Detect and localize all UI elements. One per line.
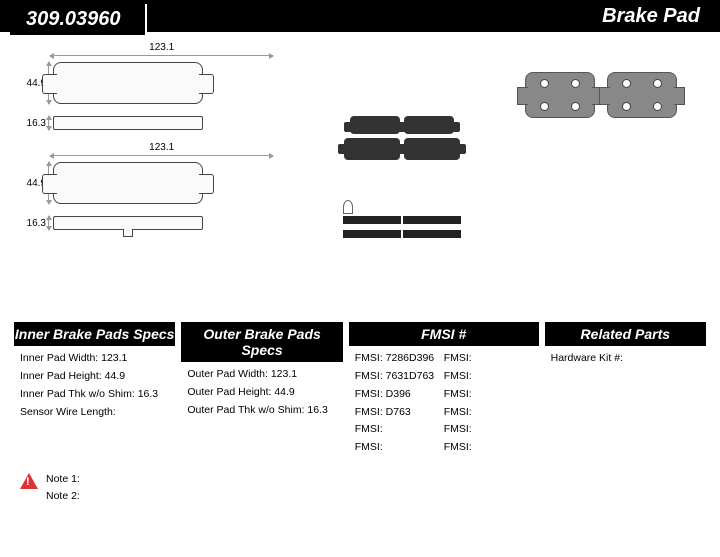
inner-pad-side-drawing	[53, 116, 203, 130]
outer-specs-block: Outer Brake Pads Specs Outer Pad Width: …	[181, 322, 342, 461]
fmsi-line: FMSI:	[444, 404, 533, 422]
outer-specs-header: Outer Brake Pads Specs	[181, 322, 342, 362]
fmsi-header: FMSI #	[349, 322, 539, 346]
inner-pad-face-drawing	[53, 62, 203, 104]
outer-pad-face-drawing	[53, 162, 203, 204]
spec-line: Hardware Kit #:	[551, 350, 700, 368]
fmsi-line: FMSI: 7631D763	[355, 368, 444, 386]
fmsi-line: FMSI:	[444, 421, 533, 439]
spec-line: Outer Pad Thk w/o Shim: 16.3	[187, 402, 336, 420]
spec-line: Outer Pad Width: 123.1	[187, 366, 336, 384]
fmsi-line: FMSI: 7286D396	[355, 350, 444, 368]
fmsi-line: FMSI:	[444, 368, 533, 386]
related-parts-header: Related Parts	[545, 322, 706, 346]
fmsi-line: FMSI:	[444, 350, 533, 368]
part-number: 309.03960	[10, 4, 147, 37]
fmsi-line: FMSI:	[444, 439, 533, 457]
spec-line: Sensor Wire Length:	[20, 404, 169, 422]
backing-plate-right	[607, 72, 677, 118]
specs-row: Inner Brake Pads Specs Inner Pad Width: …	[0, 322, 720, 461]
fmsi-line: FMSI:	[355, 421, 444, 439]
notes-section: Note 1: Note 2:	[0, 461, 720, 515]
spec-line: Inner Pad Width: 123.1	[20, 350, 169, 368]
warning-icon	[20, 473, 38, 489]
backing-plate-left	[525, 72, 595, 118]
diagram-area: 123.1 44.9 16.3 123.1 44.9	[0, 32, 720, 322]
dimension-drawings: 123.1 44.9 16.3 123.1 44.9	[20, 42, 303, 312]
fmsi-line: FMSI:	[355, 439, 444, 457]
inner-width-dim: 123.1	[20, 42, 303, 55]
note-2: Note 2:	[46, 488, 80, 505]
page-title: Brake Pad	[602, 5, 700, 28]
backing-plate-col	[502, 42, 700, 312]
spec-line: Outer Pad Height: 44.9	[187, 384, 336, 402]
related-parts-block: Related Parts Hardware Kit #:	[545, 322, 706, 461]
note-1: Note 1:	[46, 471, 80, 488]
pad-set-side-view	[343, 200, 461, 238]
spec-line: Inner Pad Thk w/o Shim: 16.3	[20, 386, 169, 404]
fmsi-line: FMSI: D763	[355, 404, 444, 422]
outer-width-dim: 123.1	[20, 142, 303, 155]
inner-specs-block: Inner Brake Pads Specs Inner Pad Width: …	[14, 322, 175, 461]
spec-line: Inner Pad Height: 44.9	[20, 368, 169, 386]
header-bar: 309.03960 Brake Pad	[0, 0, 720, 32]
product-photo-col	[303, 42, 501, 312]
fmsi-line: FMSI: D396	[355, 386, 444, 404]
fmsi-block: FMSI # FMSI: 7286D396 FMSI: 7631D763 FMS…	[349, 322, 539, 461]
outer-pad-side-drawing	[53, 216, 203, 230]
fmsi-line: FMSI:	[444, 386, 533, 404]
inner-specs-header: Inner Brake Pads Specs	[14, 322, 175, 346]
outer-thk-dim: 16.3	[20, 218, 48, 229]
inner-thk-dim: 16.3	[20, 118, 48, 129]
pad-set-top-view	[332, 116, 472, 160]
